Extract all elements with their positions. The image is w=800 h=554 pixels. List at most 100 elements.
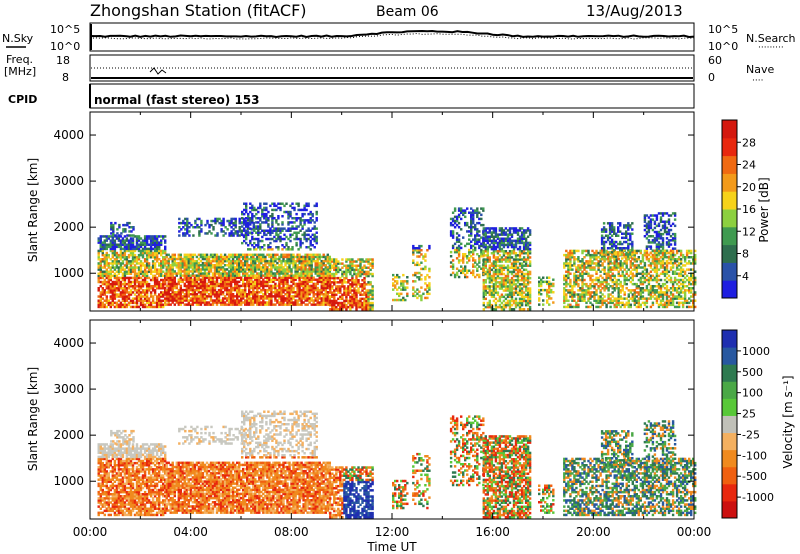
heatmap-cell xyxy=(199,295,203,298)
heatmap-cell xyxy=(241,233,244,237)
heatmap-cell xyxy=(506,285,510,288)
heatmap-cell xyxy=(175,293,179,296)
heatmap-cell xyxy=(567,299,570,302)
heatmap-cell xyxy=(153,239,157,242)
heatmap-cell xyxy=(133,249,137,253)
heatmap-cell xyxy=(105,274,109,278)
heatmap-cell xyxy=(145,270,149,273)
heatmap-cell xyxy=(111,270,115,273)
heatmap-cell xyxy=(296,288,299,292)
heatmap-cell xyxy=(577,303,580,307)
heatmap-cell xyxy=(282,257,285,261)
heatmap-cell xyxy=(103,264,107,267)
heatmap-cell xyxy=(478,244,481,248)
heatmap-cell xyxy=(414,273,417,277)
heatmap-cell xyxy=(322,261,325,265)
heatmap-cell xyxy=(173,261,177,265)
heatmap-cell xyxy=(99,305,103,309)
heatmap-cell xyxy=(428,276,431,279)
heatmap-cell xyxy=(300,282,303,286)
heatmap-cell xyxy=(276,291,279,294)
heatmap-cell xyxy=(526,243,530,247)
heatmap-cell xyxy=(480,250,483,254)
heatmap-cell xyxy=(234,274,237,277)
heatmap-cell xyxy=(127,243,131,246)
heatmap-cell xyxy=(359,291,362,294)
heatmap-cell xyxy=(528,247,532,251)
heatmap-cell xyxy=(255,217,258,220)
heatmap-cell xyxy=(177,261,181,265)
heatmap-cell xyxy=(573,280,576,284)
heatmap-cell xyxy=(283,204,286,208)
heatmap-cell xyxy=(394,286,397,289)
heatmap-cell xyxy=(133,276,137,280)
heatmap-cell xyxy=(367,289,370,292)
heatmap-cell xyxy=(190,223,193,227)
heatmap-cell xyxy=(117,295,121,298)
heatmap-cell xyxy=(250,297,253,300)
heatmap-cell xyxy=(103,282,107,286)
heatmap-cell xyxy=(581,291,584,294)
heatmap-cell xyxy=(268,297,271,300)
heatmap-cell xyxy=(162,274,165,278)
heatmap-cell xyxy=(211,259,215,263)
heatmap-cell xyxy=(297,225,300,228)
heatmap-cell xyxy=(193,288,197,292)
heatmap-cell xyxy=(276,253,279,257)
heatmap-cell xyxy=(114,221,117,225)
heatmap-cell xyxy=(155,287,159,290)
heatmap-cell xyxy=(127,266,131,269)
heatmap-cell xyxy=(244,259,247,263)
heatmap-cell xyxy=(99,285,103,288)
heatmap-cell xyxy=(264,257,267,261)
heatmap-cell xyxy=(528,287,532,290)
heatmap-cell xyxy=(113,272,117,275)
heatmap-cell xyxy=(257,233,260,237)
heatmap-cell xyxy=(175,272,179,275)
heatmap-cell xyxy=(326,255,330,259)
heatmap-cell xyxy=(486,291,490,294)
heatmap-cell xyxy=(504,252,508,255)
heatmap-cell xyxy=(221,276,225,279)
heatmap-cell xyxy=(500,237,504,240)
heatmap-cell xyxy=(113,251,117,255)
heatmap-cell xyxy=(115,303,119,307)
heatmap-cell xyxy=(133,285,137,288)
heatmap-cell xyxy=(119,270,123,273)
heatmap-cell xyxy=(207,280,211,284)
heatmap-cell xyxy=(514,287,518,290)
heatmap-cell xyxy=(298,297,301,300)
heatmap-cell xyxy=(510,279,514,282)
heatmap-cell xyxy=(306,291,309,294)
heatmap-cell xyxy=(117,266,121,269)
heatmap-cell xyxy=(207,266,211,269)
heatmap-cell xyxy=(256,284,259,288)
heatmap-cell xyxy=(494,272,498,276)
heatmap-cell xyxy=(587,285,590,288)
heatmap-cell xyxy=(215,297,219,300)
heatmap-cell xyxy=(575,280,578,284)
heatmap-cell xyxy=(343,276,346,280)
heatmap-cell xyxy=(300,288,303,292)
heatmap-cell xyxy=(182,232,185,235)
heatmap-cell xyxy=(460,207,463,210)
heatmap-cell xyxy=(236,259,239,263)
heatmap-cell xyxy=(217,301,221,304)
heatmap-cell xyxy=(241,217,244,220)
heatmap-cell xyxy=(223,255,227,259)
heatmap-cell xyxy=(187,259,191,263)
heatmap-cell xyxy=(269,233,272,237)
heatmap-cell xyxy=(260,297,263,300)
heatmap-cell xyxy=(420,278,423,281)
heatmap-cell xyxy=(236,264,239,267)
heatmap-cell xyxy=(198,217,201,221)
heatmap-cell xyxy=(125,295,129,298)
heatmap-cell xyxy=(103,245,107,249)
heatmap-cell xyxy=(457,238,461,241)
heatmap-cell xyxy=(248,295,251,298)
heatmap-cell xyxy=(171,297,174,300)
heatmap-cell xyxy=(296,299,299,302)
heatmap-cell xyxy=(201,293,205,296)
heatmap-cell xyxy=(143,245,147,249)
heatmap-cell xyxy=(339,289,342,292)
